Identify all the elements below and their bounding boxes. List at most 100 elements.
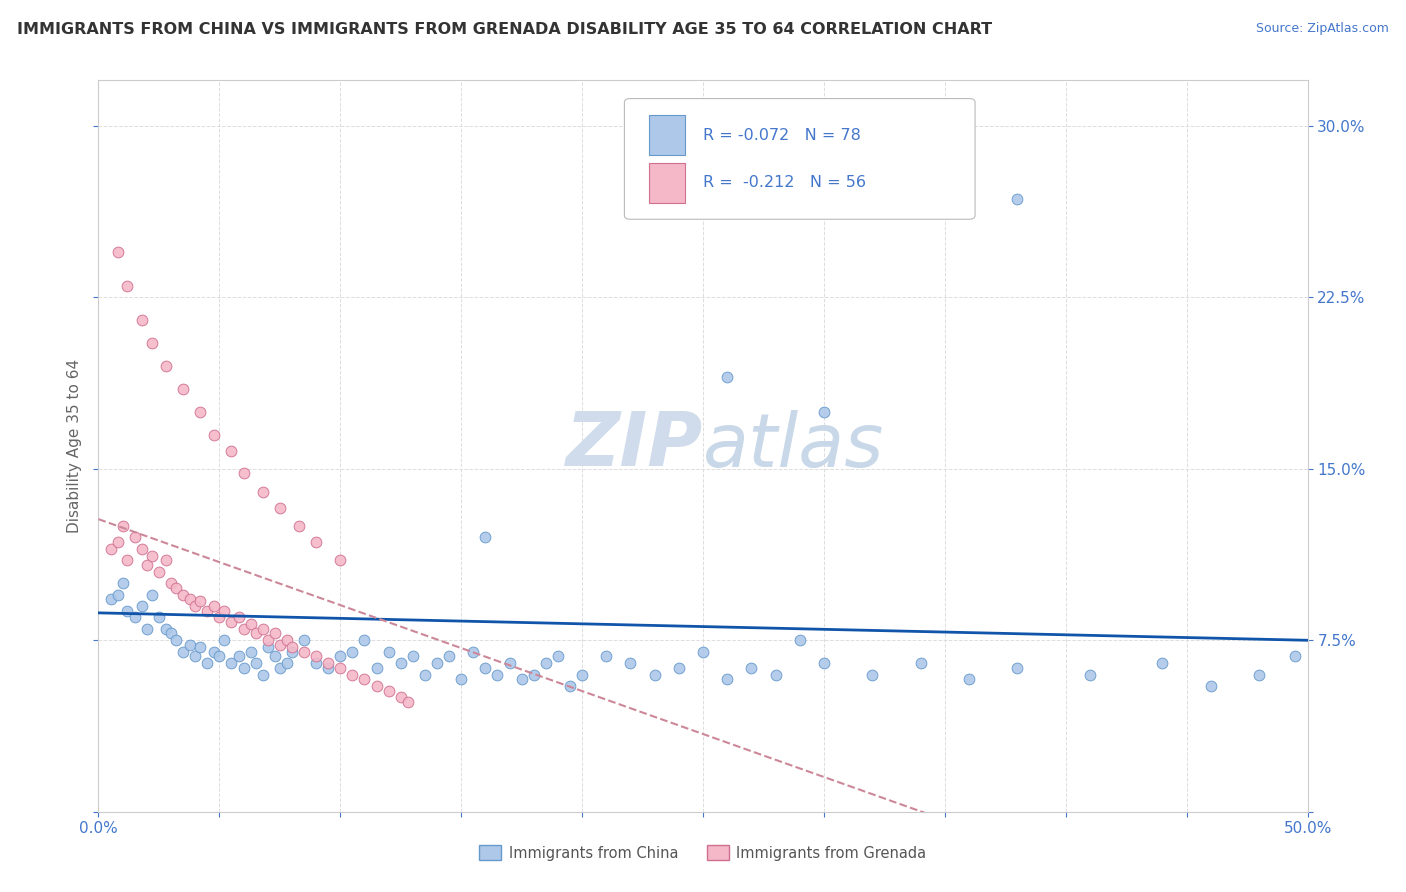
Point <box>740 661 762 675</box>
Point <box>1078 667 1101 681</box>
Point <box>474 530 496 544</box>
Point <box>252 484 274 499</box>
Point <box>179 638 201 652</box>
Legend: Immigrants from China, Immigrants from Grenada: Immigrants from China, Immigrants from G… <box>474 839 932 867</box>
Point <box>486 667 509 681</box>
Point <box>141 588 163 602</box>
Point <box>644 667 666 681</box>
Point <box>402 649 425 664</box>
Point <box>184 599 207 613</box>
Point <box>389 690 412 705</box>
Point <box>160 626 183 640</box>
Point <box>208 649 231 664</box>
Point <box>558 679 581 693</box>
Point <box>131 599 153 613</box>
Point <box>281 645 304 659</box>
Point <box>239 645 262 659</box>
Text: IMMIGRANTS FROM CHINA VS IMMIGRANTS FROM GRENADA DISABILITY AGE 35 TO 64 CORRELA: IMMIGRANTS FROM CHINA VS IMMIGRANTS FROM… <box>17 22 993 37</box>
Point <box>1152 656 1174 670</box>
Point <box>269 661 291 675</box>
Text: atlas: atlas <box>703 410 884 482</box>
Point <box>135 558 157 572</box>
Point <box>228 610 250 624</box>
Point <box>1007 661 1029 675</box>
Point <box>245 656 267 670</box>
Point <box>534 656 557 670</box>
Point <box>256 640 278 655</box>
Point <box>329 553 352 567</box>
Point <box>256 633 278 648</box>
Point <box>195 656 218 670</box>
Text: R = -0.072   N = 78: R = -0.072 N = 78 <box>703 128 860 143</box>
Point <box>619 656 641 670</box>
Point <box>245 626 267 640</box>
Point <box>305 535 328 549</box>
Point <box>305 656 328 670</box>
Point <box>212 604 235 618</box>
Point <box>232 467 254 481</box>
Point <box>498 656 520 670</box>
Point <box>141 336 163 351</box>
Point <box>111 576 134 591</box>
Point <box>155 553 177 567</box>
Point <box>252 622 274 636</box>
Point <box>292 645 315 659</box>
Point <box>172 645 194 659</box>
Point <box>595 649 617 664</box>
Point <box>204 427 226 442</box>
Point <box>571 667 593 681</box>
Point <box>292 633 315 648</box>
Point <box>165 581 187 595</box>
Point <box>474 661 496 675</box>
Point <box>148 565 170 579</box>
Point <box>668 661 690 675</box>
Point <box>377 645 399 659</box>
Point <box>450 672 472 686</box>
FancyBboxPatch shape <box>624 99 976 219</box>
Point <box>353 633 375 648</box>
Point <box>1199 679 1222 693</box>
Text: Source: ZipAtlas.com: Source: ZipAtlas.com <box>1256 22 1389 36</box>
Point <box>716 672 738 686</box>
Point <box>1284 649 1306 664</box>
Point <box>117 553 139 567</box>
Point <box>329 661 352 675</box>
FancyBboxPatch shape <box>648 115 685 155</box>
Point <box>124 610 146 624</box>
Point <box>188 405 211 419</box>
Point <box>342 667 364 681</box>
Point <box>264 649 287 664</box>
Point <box>765 667 787 681</box>
Point <box>107 535 129 549</box>
Point <box>860 667 883 681</box>
Point <box>135 622 157 636</box>
Point <box>813 405 835 419</box>
Point <box>716 370 738 384</box>
Point <box>789 633 811 648</box>
Point <box>281 640 304 655</box>
Point <box>221 656 243 670</box>
Point <box>165 633 187 648</box>
Point <box>232 622 254 636</box>
Point <box>155 359 177 373</box>
Text: ZIP: ZIP <box>565 409 703 483</box>
Point <box>316 656 339 670</box>
Point <box>276 656 298 670</box>
Point <box>188 640 211 655</box>
Point <box>510 672 533 686</box>
Text: R =  -0.212   N = 56: R = -0.212 N = 56 <box>703 175 866 190</box>
Point <box>232 661 254 675</box>
Point <box>100 592 122 607</box>
Point <box>148 610 170 624</box>
Point <box>523 667 546 681</box>
Point <box>377 683 399 698</box>
Point <box>179 592 201 607</box>
Point <box>316 661 339 675</box>
Point <box>813 656 835 670</box>
Point <box>252 667 274 681</box>
Point <box>184 649 207 664</box>
Point <box>155 622 177 636</box>
Point <box>131 541 153 556</box>
Point <box>188 594 211 608</box>
Point <box>264 626 287 640</box>
